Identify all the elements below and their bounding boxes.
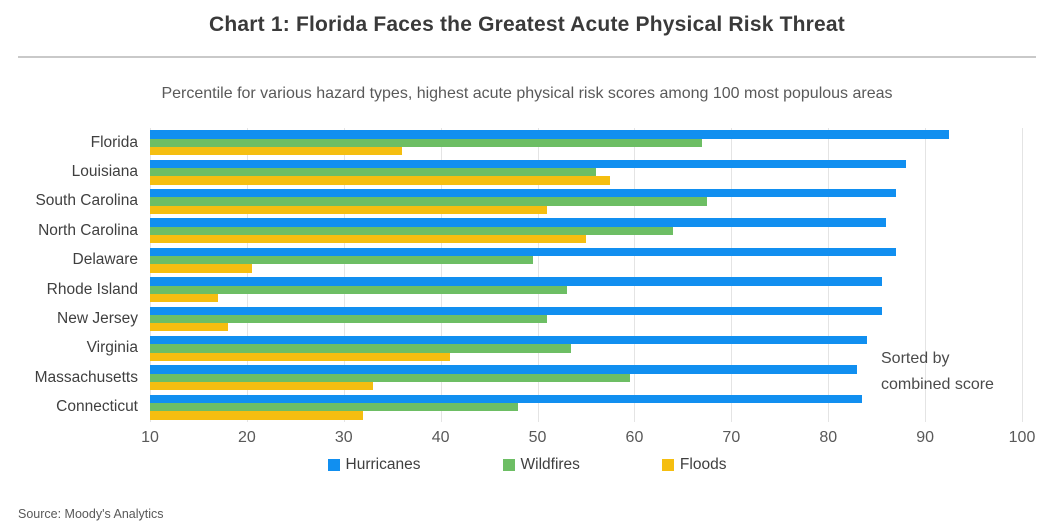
x-axis: 10 20 30 40 50 60 70 80 90 100 [141,429,1035,449]
row-label: Virginia [86,339,138,357]
gridline [1022,128,1023,422]
wildfires-bar [150,167,596,177]
legend-label: Hurricanes [345,456,421,473]
sort-annotation: Sorted by combined score [881,346,994,398]
gridline [731,128,733,422]
floods-bar [150,381,373,391]
sort-annotation-line1: Sorted by [881,350,950,367]
wildfires-bar [150,256,533,265]
row-label: Florida [90,133,138,151]
hurricanes-bar [150,335,867,345]
wildfires-swatch-icon [502,459,515,471]
x-tick-label: 90 [916,429,935,446]
bar-group-florida [150,128,1022,157]
row-label: Rhode Island [46,280,138,298]
legend-item-hurricanes: Hurricanes [327,456,421,474]
bar-group-connecticut [150,393,1022,422]
bar-group-north-carolina [150,216,1022,245]
hurricanes-bar [150,306,882,315]
wildfires-bar [150,344,572,353]
gridline [343,128,345,422]
x-tick-label: 30 [334,429,353,446]
row-label: Massachusetts [34,368,138,386]
chart-title: Chart 1: Florida Faces the Greatest Acut… [208,13,845,36]
title-divider [18,56,1036,58]
wildfires-bar [150,403,519,412]
hurricanes-bar [150,218,887,227]
hurricanes-bar [150,394,863,404]
category-labels: Florida Louisiana South Carolina North Caro… [0,128,138,422]
wildfires-bar [150,314,548,324]
wildfires-bar [150,138,703,147]
row-label: Louisiana [71,163,138,181]
wildfires-bar [150,373,630,382]
hurricanes-bar [150,189,897,198]
hurricanes-bar [150,365,858,374]
hurricanes-bar [150,159,906,168]
floods-bar [150,264,252,273]
bar-group-south-carolina [150,187,1022,216]
x-tick-label: 10 [141,429,159,446]
row-label: North Carolina [38,221,138,239]
floods-bar [150,235,586,244]
gridline [246,128,248,422]
hurricanes-bar [150,130,950,139]
gridline [440,128,442,422]
legend-label: Floods [679,456,727,473]
gridline [828,128,830,422]
x-tick-label: 60 [625,429,644,446]
gridline [150,128,151,422]
floods-bar [150,146,402,156]
bar-group-new-jersey [150,304,1022,333]
x-tick-label: 20 [237,429,256,446]
gridline [925,128,927,422]
row-label: South Carolina [35,192,138,210]
hurricanes-bar [150,247,897,257]
hurricanes-swatch-icon [327,459,340,471]
floods-bar [150,411,364,420]
legend-item-wildfires: Wildfires [502,456,580,474]
bar-group-louisiana [150,157,1022,186]
x-tick-label: 40 [431,429,450,446]
x-tick-label: 50 [528,429,547,446]
sort-annotation-line2: combined score [881,376,994,393]
row-label: New Jersey [57,310,138,328]
wildfires-bar [150,285,567,294]
chart-subtitle: Percentile for various hazard types, hig… [161,85,893,102]
floods-swatch-icon [661,459,674,471]
bar-group-massachusetts [150,363,1022,392]
bar-group-rhode-island [150,275,1022,304]
x-tick-label: 80 [819,429,838,446]
gridline [537,128,539,422]
hurricanes-bar [150,277,882,286]
floods-bar [150,352,451,361]
wildfires-bar [150,197,708,206]
legend-label: Wildfires [520,456,580,473]
floods-bar [150,176,611,185]
floods-bar [150,205,548,214]
gridline [634,128,636,422]
floods-bar [150,293,218,303]
row-label: Connecticut [56,398,138,416]
wildfires-bar [150,226,674,236]
legend: Hurricanes Wildfires Floods [0,456,1054,474]
floods-bar [150,323,228,332]
legend-item-floods: Floods [661,456,727,474]
bar-group-delaware [150,246,1022,275]
plot-area [150,128,1023,422]
row-label: Delaware [72,251,138,269]
bar-group-virginia [150,334,1022,363]
x-tick-label: 100 [1008,429,1036,446]
x-tick-label: 70 [722,429,741,446]
source-note: Source: Moody's Analytics [18,507,164,521]
